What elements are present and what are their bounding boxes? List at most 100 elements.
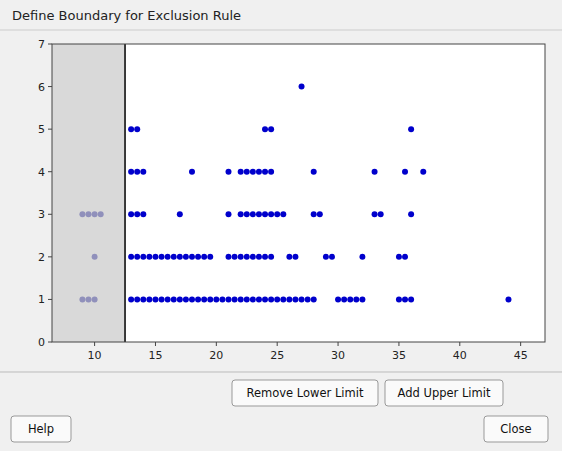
- point: [92, 211, 98, 217]
- point: [256, 211, 262, 217]
- point: [140, 254, 146, 260]
- point: [274, 296, 280, 302]
- title: Define Boundary for Exclusion Rule: [12, 8, 241, 23]
- point: [372, 169, 378, 175]
- point: [86, 211, 92, 217]
- x-tick-label: 25: [270, 349, 284, 362]
- plot-content: [52, 44, 511, 342]
- point: [262, 211, 268, 217]
- button-frame[interactable]: [484, 416, 548, 442]
- point: [207, 254, 213, 260]
- button-frame[interactable]: [385, 380, 503, 406]
- point: [226, 296, 232, 302]
- point: [347, 296, 353, 302]
- point: [372, 211, 378, 217]
- button-frame[interactable]: [11, 416, 71, 442]
- point: [134, 296, 140, 302]
- excluded-region: [52, 44, 125, 342]
- background: [0, 0, 562, 451]
- y-tick: [48, 256, 52, 257]
- point: [79, 211, 85, 217]
- point: [238, 211, 244, 217]
- point: [505, 296, 511, 302]
- plot-frame: [52, 44, 545, 342]
- y-tick-label: 0: [38, 336, 45, 349]
- point: [268, 126, 274, 132]
- point: [408, 211, 414, 217]
- button[interactable]: Remove Lower Limit: [232, 380, 378, 406]
- button-label[interactable]: Close: [500, 422, 531, 436]
- point: [146, 296, 152, 302]
- point: [165, 254, 171, 260]
- point: [226, 254, 232, 260]
- point: [134, 254, 140, 260]
- point: [268, 296, 274, 302]
- point: [408, 296, 414, 302]
- point: [268, 211, 274, 217]
- point: [408, 126, 414, 132]
- point: [128, 296, 134, 302]
- button[interactable]: Close: [484, 416, 548, 442]
- point: [189, 169, 195, 175]
- point: [146, 254, 152, 260]
- point: [140, 296, 146, 302]
- point: [256, 254, 262, 260]
- x-tick: [94, 342, 95, 346]
- button-label[interactable]: Help: [28, 422, 54, 436]
- point: [140, 211, 146, 217]
- button-label[interactable]: Add Upper Limit: [398, 386, 491, 400]
- button[interactable]: Help: [11, 416, 71, 442]
- point: [92, 254, 98, 260]
- point: [359, 254, 365, 260]
- point: [86, 296, 92, 302]
- point: [274, 211, 280, 217]
- y-tick-label: 5: [38, 123, 45, 136]
- point: [238, 254, 244, 260]
- point: [359, 296, 365, 302]
- button[interactable]: Add Upper Limit: [385, 380, 503, 406]
- point: [353, 296, 359, 302]
- point: [262, 126, 268, 132]
- y-tick-label: 3: [38, 208, 45, 221]
- point: [238, 296, 244, 302]
- point: [232, 254, 238, 260]
- point: [420, 169, 426, 175]
- y-tick: [48, 129, 52, 130]
- point: [286, 254, 292, 260]
- button-frame[interactable]: [232, 380, 378, 406]
- window: Define Boundary for Exclusion Rule101520…: [0, 0, 562, 451]
- point: [256, 296, 262, 302]
- point: [378, 211, 384, 217]
- point: [171, 254, 177, 260]
- x-tick: [398, 342, 399, 346]
- point: [152, 254, 158, 260]
- point: [207, 296, 213, 302]
- button-label[interactable]: Remove Lower Limit: [247, 386, 364, 400]
- y-tick: [48, 299, 52, 300]
- point: [256, 169, 262, 175]
- y-tick: [48, 214, 52, 215]
- point: [213, 296, 219, 302]
- point: [311, 296, 317, 302]
- point: [171, 296, 177, 302]
- x-tick-label: 45: [514, 349, 528, 362]
- point: [195, 296, 201, 302]
- x-tick: [520, 342, 521, 346]
- point: [201, 254, 207, 260]
- plot-area: [52, 44, 545, 342]
- point: [402, 254, 408, 260]
- point: [98, 211, 104, 217]
- point: [134, 169, 140, 175]
- point: [250, 211, 256, 217]
- y-tick-label: 7: [38, 38, 45, 51]
- point: [262, 296, 268, 302]
- point: [323, 254, 329, 260]
- point: [311, 211, 317, 217]
- point: [226, 211, 232, 217]
- x-tick-label: 20: [209, 349, 223, 362]
- point: [79, 296, 85, 302]
- point: [177, 211, 183, 217]
- point: [238, 169, 244, 175]
- point: [280, 296, 286, 302]
- point: [177, 296, 183, 302]
